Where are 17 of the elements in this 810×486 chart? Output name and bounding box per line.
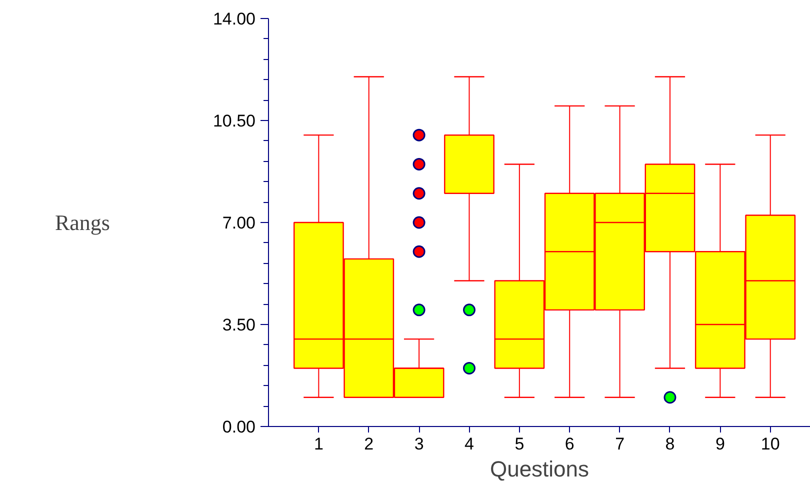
x-tick-label: 2	[364, 434, 374, 454]
x-tick-label: 9	[715, 434, 725, 454]
y-tick-label: 10.50	[212, 112, 256, 130]
x-tick-label: 5	[514, 434, 524, 454]
x-tick-label: 7	[615, 434, 625, 454]
x-tick-label: 3	[414, 434, 424, 454]
x-tick-label: 1	[314, 434, 324, 454]
x-tick-label: 10	[760, 434, 780, 454]
y-axis-title: Rangs	[54, 210, 110, 235]
x-tick-label: 8	[665, 434, 675, 454]
y-tick-label: 14.00	[212, 10, 256, 28]
y-tick-label: 7.00	[222, 214, 256, 232]
y-tick-label: 3.50	[222, 316, 256, 334]
x-axis-title: Questions	[490, 456, 590, 482]
y-tick-label: 0.00	[222, 418, 256, 436]
x-tick-label: 4	[464, 434, 474, 454]
x-tick-label: 6	[564, 434, 574, 454]
